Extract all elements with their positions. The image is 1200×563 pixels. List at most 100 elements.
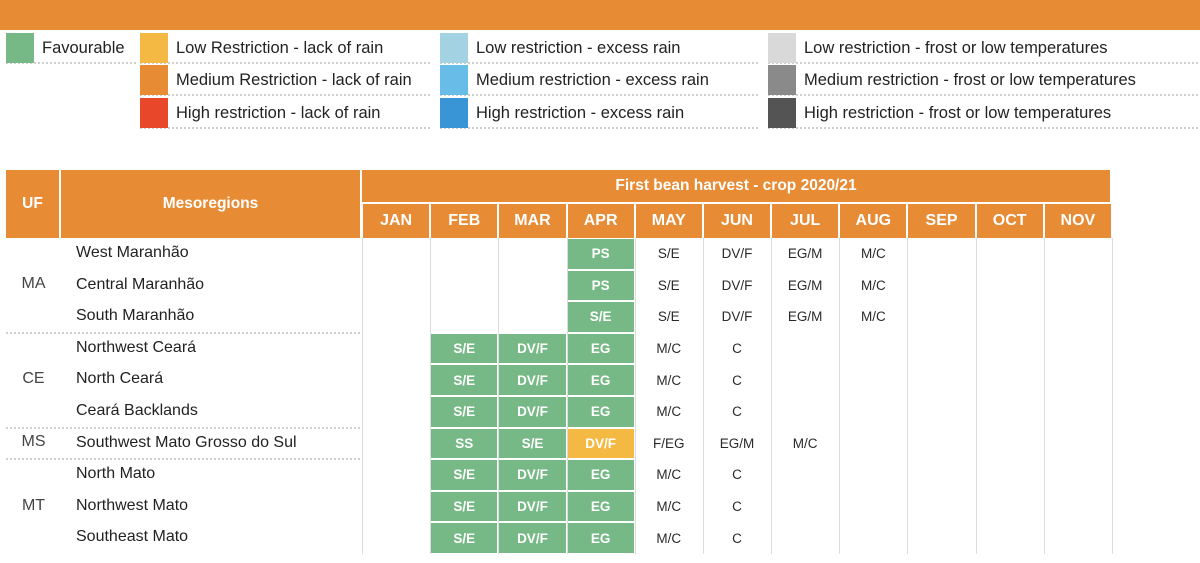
stage-cell: PS [567, 239, 634, 269]
legend-item: Medium Restriction - lack of rain [140, 64, 430, 96]
group-separator [6, 426, 360, 429]
legend-item: High restriction - frost or low temperat… [768, 97, 1198, 129]
month-header: JUN [703, 204, 771, 238]
stage-cell: EG [567, 460, 634, 490]
stage-cell: M/C [656, 341, 682, 357]
uf-label: MT [21, 496, 46, 514]
stage-cell: S/E [431, 523, 498, 553]
legend-label: Medium restriction - frost or low temper… [804, 71, 1136, 89]
month-header: APR [567, 204, 634, 238]
grid-line [362, 238, 363, 554]
mesoregion-name: Southeast Mato [76, 528, 189, 546]
legend-item: Low restriction - excess rain [440, 32, 758, 64]
uf-label: MS [21, 433, 46, 451]
stage-cell: EG [567, 397, 634, 427]
legend-label: High restriction - frost or low temperat… [804, 104, 1112, 122]
legend-swatch [440, 33, 468, 63]
stage-cell: C [732, 530, 742, 546]
mesoregion-name: Northwest Ceará [76, 338, 197, 356]
mesoregion-name: South Maranhão [76, 307, 195, 325]
stage-cell: PS [567, 270, 634, 301]
stage-cell: EG [567, 333, 634, 364]
stage-cell: M/C [792, 435, 818, 451]
stage-cell: S/E [657, 309, 680, 325]
mesoregions-header: Mesoregions [61, 170, 360, 238]
month-header: JUL [772, 204, 839, 238]
stage-cell: C [732, 372, 742, 388]
stage-cell: EG/M [787, 277, 823, 293]
mesoregion-name: North Mato [76, 465, 156, 483]
legend-swatch [140, 65, 168, 95]
month-header: OCT [976, 204, 1043, 238]
table-title: First bean harvest - crop 2020/21 [362, 170, 1110, 202]
grid-line [1043, 238, 1045, 554]
legend-swatch [140, 98, 168, 128]
grid-line [498, 238, 500, 554]
legend-swatch [6, 33, 34, 63]
stage-cell: M/C [860, 246, 886, 262]
stage-cell: DV/F [499, 397, 566, 427]
stage-cell: DV/F [567, 428, 634, 459]
stage-cell: F/EG [653, 435, 685, 451]
month-header: NOV [1044, 204, 1111, 238]
stage-cell: S/E [431, 365, 498, 395]
stage-cell: S/E [567, 302, 634, 332]
legend-item: Medium restriction - excess rain [440, 64, 758, 96]
month-header: MAR [499, 204, 566, 238]
stage-cell: S/E [431, 491, 498, 522]
legend-label: Favourable [42, 39, 125, 57]
legend-swatch [440, 65, 468, 95]
crop-calendar-table: UF Mesoregions First bean harvest - crop 2… [6, 170, 1113, 558]
stage-cell: M/C [860, 309, 886, 325]
legend: Favourable Low Restriction - lack of rain… [0, 30, 1200, 130]
stage-cell: DV/F [499, 365, 566, 395]
stage-cell: S/E [499, 428, 566, 459]
stage-cell: M/C [656, 467, 682, 483]
stage-cell: M/C [656, 530, 682, 546]
legend-item: High restriction - excess rain [440, 97, 758, 129]
stage-cell: M/C [860, 277, 886, 293]
legend-swatch [768, 65, 796, 95]
stage-cell: DV/F [499, 333, 566, 364]
month-header: JAN [363, 204, 430, 238]
grid-line [771, 238, 773, 554]
grid-line [634, 238, 636, 554]
legend-label: Low restriction - frost or low temperatu… [804, 39, 1108, 57]
stage-cell: EG/M [719, 435, 755, 451]
stage-cell: S/E [657, 246, 680, 262]
legend-label: Low restriction - excess rain [476, 39, 681, 57]
stage-cell: DV/F [499, 491, 566, 522]
mesoregion-name: North Ceará [76, 370, 164, 388]
stage-cell: S/E [657, 277, 680, 293]
legend-label: High restriction - excess rain [476, 104, 685, 122]
stage-cell: C [732, 341, 742, 357]
mesoregion-name: Central Maranhão [76, 275, 205, 293]
stage-cell: S/E [431, 460, 498, 490]
grid-line [430, 238, 432, 554]
uf-header: UF [6, 170, 59, 238]
month-header: AUG [840, 204, 907, 238]
stage-cell: C [732, 499, 742, 515]
stage-cell: C [732, 467, 742, 483]
grid-line [1111, 238, 1113, 554]
legend-label: Medium restriction - excess rain [476, 71, 709, 89]
stage-cell: DV/F [499, 460, 566, 490]
grid-line [839, 238, 841, 554]
stage-cell: EG [567, 523, 634, 553]
stage-cell: DV/F [721, 309, 753, 325]
stage-cell: S/E [431, 333, 498, 364]
stage-cell: M/C [656, 499, 682, 515]
legend-swatch [768, 33, 796, 63]
stage-cell: M/C [656, 372, 682, 388]
stage-cell: EG [567, 365, 634, 395]
uf-label: CE [22, 370, 45, 388]
stage-cell: EG/M [787, 246, 823, 262]
stage-cell: SS [431, 428, 498, 459]
top-banner [0, 0, 1200, 30]
grid-line [907, 238, 909, 554]
mesoregion-name: Southwest Mato Grosso do Sul [76, 433, 297, 451]
stage-cell: EG/M [787, 309, 823, 325]
legend-swatch [440, 98, 468, 128]
legend-item: Medium restriction - frost or low temper… [768, 64, 1198, 96]
stage-cell: C [732, 404, 742, 420]
